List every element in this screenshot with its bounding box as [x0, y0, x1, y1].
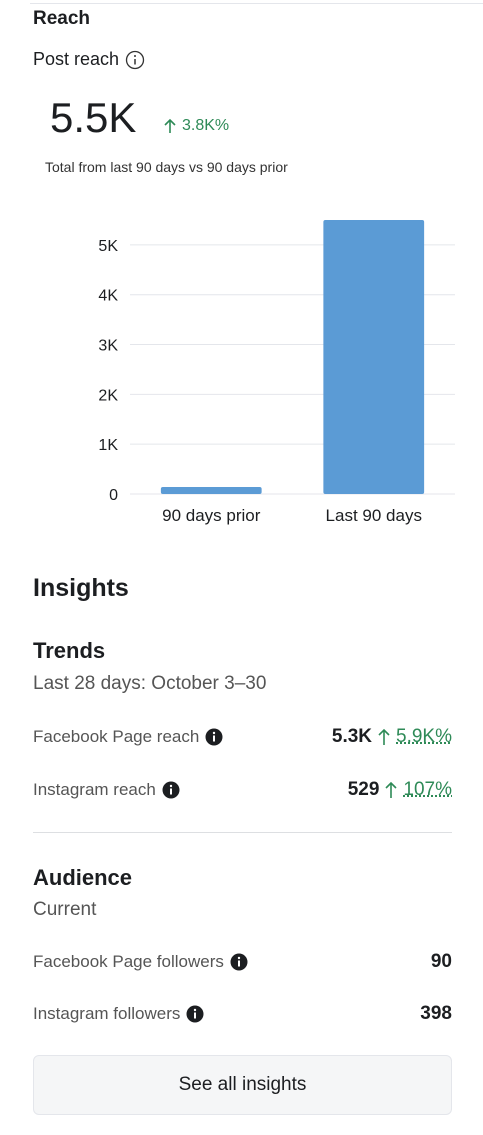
row-label-wrap: Facebook Page reach	[33, 727, 332, 747]
row-change[interactable]: 5.9K%	[396, 726, 452, 747]
chart: 0 1K 2K 3K 4K 5K 90 days prior Last 90 days	[98, 220, 455, 525]
row-label-wrap: Instagram reach	[33, 780, 348, 800]
bar	[160, 487, 262, 494]
row-value: 90	[430, 951, 452, 972]
y-tick-label: 3K	[98, 338, 118, 355]
x-tick-label: 90 days prior	[162, 506, 261, 525]
label: Post reach	[33, 49, 120, 69]
row-label: Instagram reach	[33, 780, 156, 799]
metric-label: Post reach	[33, 49, 145, 70]
period: Current	[33, 899, 97, 920]
up-arrow	[164, 118, 176, 133]
subsection-title: Audience	[33, 865, 133, 890]
section-title: Reach	[33, 8, 91, 29]
divider	[33, 832, 452, 833]
info-icon[interactable]	[162, 781, 180, 799]
period: Last 28 days: October 3–30	[33, 673, 267, 694]
metric-row: Facebook Page followers 90	[33, 951, 452, 973]
metric-value: 5.5K	[50, 94, 137, 141]
row-label: Facebook Page reach	[33, 727, 200, 746]
y-tick-label: 2K	[98, 387, 118, 404]
x-tick-label: Last 90 days	[326, 506, 422, 525]
y-tick-label: 4K	[98, 288, 118, 305]
see-all-button[interactable]: See all insights	[33, 1055, 452, 1115]
metric-row: Instagram reach 529 107%	[33, 779, 452, 801]
row-label: Facebook Page followers	[33, 952, 224, 971]
y-tick-label: 5K	[98, 238, 118, 255]
row-value: 398	[420, 1003, 452, 1024]
metric-row: Facebook Page reach 5.3K 5.9K%	[33, 726, 452, 748]
y-tick-label: 1K	[98, 437, 118, 454]
row-value: 529	[347, 779, 380, 800]
note: Total from last 90 days vs 90 days prior	[45, 159, 288, 175]
info-icon[interactable]	[186, 1005, 204, 1023]
info-icon[interactable]	[230, 953, 248, 971]
metric-change: 3.8K%	[164, 117, 229, 135]
up-arrow	[385, 781, 397, 798]
row-value: 5.3K	[331, 726, 373, 747]
info-icon[interactable]	[205, 728, 223, 746]
metric-row: Instagram followers 398	[33, 1003, 452, 1025]
row-label-wrap: Instagram followers	[33, 1004, 420, 1024]
change: 3.8K%	[182, 117, 230, 134]
up-arrow	[378, 728, 390, 745]
subsection-title: Trends	[33, 638, 106, 663]
row-label: Instagram followers	[33, 1004, 181, 1023]
section-title: Insights	[33, 574, 129, 602]
divider	[30, 3, 483, 4]
info-icon[interactable]	[125, 50, 145, 70]
row-change[interactable]: 107%	[403, 779, 452, 800]
bar	[323, 220, 425, 494]
y-tick-label: 0	[109, 487, 118, 504]
row-label-wrap: Facebook Page followers	[33, 952, 431, 972]
